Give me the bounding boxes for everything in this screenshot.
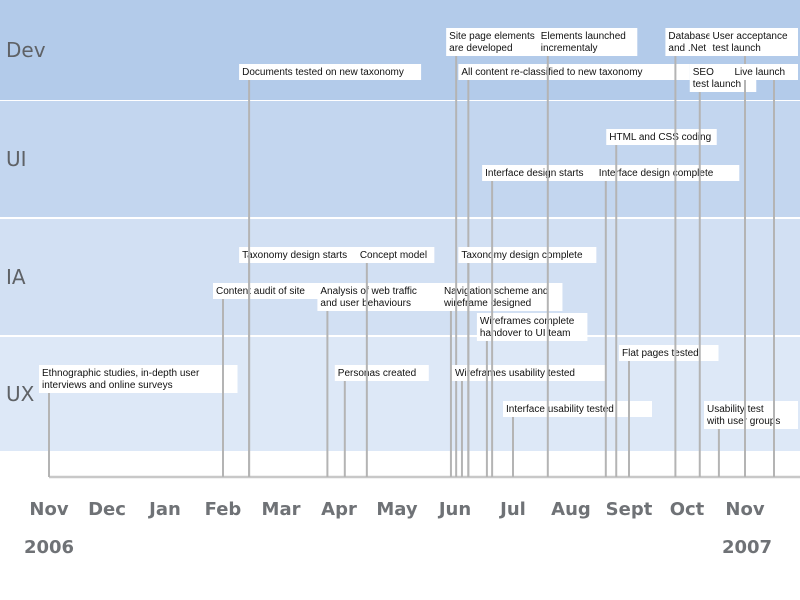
event-label-wf-complete: Wireframes complete xyxy=(480,316,575,327)
event-html-css: HTML and CSS coding xyxy=(606,129,717,477)
event-label-site-elements: Site page elements xyxy=(449,31,535,42)
event-box-site-elements xyxy=(446,28,552,56)
event-label-nav-scheme: wireframe designed xyxy=(443,298,531,309)
event-label-live: Live launch xyxy=(735,67,786,78)
lane-band-ui xyxy=(0,101,800,217)
event-docs-tested: Documents tested on new taxonomy xyxy=(239,64,422,477)
event-ethno: Ethnographic studies, in-depth userinter… xyxy=(39,365,238,477)
lane-ia: IA xyxy=(0,219,800,335)
event-label-site-elements: are developed xyxy=(449,43,512,54)
event-box-nav-scheme xyxy=(440,283,563,311)
event-live: Live launch xyxy=(731,64,798,477)
event-box-usability-test xyxy=(704,401,798,429)
lane-label-ux: UX xyxy=(6,382,35,406)
event-label-taxonomy-complete: Taxonomy design complete xyxy=(461,250,583,261)
event-box-content-audit xyxy=(213,283,335,299)
event-label-uat: test launch xyxy=(713,43,761,54)
x-tick-label: Mar xyxy=(262,499,301,520)
event-label-elements-launched: incrementaly xyxy=(541,43,598,54)
year-label-2006: 2006 xyxy=(24,537,74,558)
event-label-database: and .Net coding xyxy=(668,43,738,54)
event-label-html-css: HTML and CSS coding xyxy=(609,132,711,143)
x-tick-label: Nov xyxy=(29,499,68,520)
event-label-all-content: All content re-classified to new taxonom… xyxy=(461,67,642,78)
x-tick-label: Feb xyxy=(205,499,242,520)
event-box-html-css xyxy=(606,129,717,145)
event-label-seo: SEO xyxy=(693,67,714,78)
x-tick-label: Apr xyxy=(321,499,357,520)
event-label-ethno: Ethnographic studies, in-depth user xyxy=(42,368,200,379)
lane-band-ia xyxy=(0,219,800,335)
event-label-web-traffic: Analysis of web traffic xyxy=(320,286,417,297)
x-tick-label: Oct xyxy=(670,499,705,520)
event-label-uat: User acceptance xyxy=(713,31,788,42)
event-box-personas xyxy=(334,365,429,381)
event-label-nav-scheme: Navigation scheme and xyxy=(444,286,549,297)
event-label-elements-launched: Elements launched xyxy=(541,31,626,42)
event-box-interface-usability xyxy=(503,401,652,417)
event-flat-pages: Flat pages tested xyxy=(619,345,719,477)
event-label-usability-test: Usability test xyxy=(707,404,764,415)
x-tick-label: Jan xyxy=(147,499,181,520)
event-box-docs-tested xyxy=(239,64,422,80)
event-label-personas: Personas created xyxy=(338,368,416,379)
event-label-wf-complete: handover to UI team xyxy=(480,328,571,339)
event-label-seo: test launch xyxy=(693,79,741,90)
event-box-ethno xyxy=(39,365,238,393)
x-tick-label: May xyxy=(376,499,418,520)
lane-label-ia: IA xyxy=(6,265,26,289)
event-label-docs-tested: Documents tested on new taxonomy xyxy=(242,67,404,78)
year-label-2007: 2007 xyxy=(722,537,772,558)
lane-label-ui: UI xyxy=(6,147,27,171)
event-box-web-traffic xyxy=(317,283,450,311)
event-label-interface-complete: Interface design complete xyxy=(599,168,714,179)
event-concept-model: Concept model xyxy=(356,247,435,477)
event-label-database: Database work xyxy=(668,31,736,42)
event-box-live xyxy=(731,64,798,80)
event-label-flat-pages: Flat pages tested xyxy=(622,348,699,359)
event-box-interface-complete xyxy=(595,165,740,181)
x-tick-label: Dec xyxy=(88,499,126,520)
event-box-elements-launched xyxy=(537,28,638,56)
event-label-interface-starts: Interface design starts xyxy=(485,168,583,179)
event-label-interface-usability: Interface usability tested xyxy=(506,404,614,415)
event-box-taxonomy-starts xyxy=(239,247,367,263)
event-content-audit: Content audit of site xyxy=(213,283,335,477)
lane-ui: UI xyxy=(0,101,800,217)
event-label-ethno: interviews and online surveys xyxy=(42,380,173,391)
event-label-usability-test: with user groups xyxy=(706,416,780,427)
event-box-wf-usability xyxy=(451,365,607,381)
x-tick-label: Nov xyxy=(725,499,764,520)
event-box-uat xyxy=(709,28,798,56)
x-tick-label: Jun xyxy=(437,499,471,520)
event-box-wf-complete xyxy=(476,313,588,341)
event-interface-usability: Interface usability tested xyxy=(503,401,652,477)
event-box-all-content xyxy=(458,64,690,80)
event-personas: Personas created xyxy=(334,365,429,477)
lane-label-dev: Dev xyxy=(6,38,46,62)
event-interface-complete: Interface design complete xyxy=(595,165,740,477)
x-tick-label: Jul xyxy=(498,499,526,520)
event-label-content-audit: Content audit of site xyxy=(216,286,305,297)
event-wf-usability: Wireframes usability tested xyxy=(451,365,607,477)
event-label-wf-usability: Wireframes usability tested xyxy=(455,368,575,379)
event-label-taxonomy-starts: Taxonomy design starts xyxy=(242,250,347,261)
x-tick-label: Sept xyxy=(606,499,653,520)
event-box-flat-pages xyxy=(619,345,719,361)
event-label-concept-model: Concept model xyxy=(360,250,427,261)
event-label-web-traffic: and user behaviours xyxy=(320,298,411,309)
x-tick-label: Aug xyxy=(551,499,591,520)
event-box-concept-model xyxy=(356,247,435,263)
